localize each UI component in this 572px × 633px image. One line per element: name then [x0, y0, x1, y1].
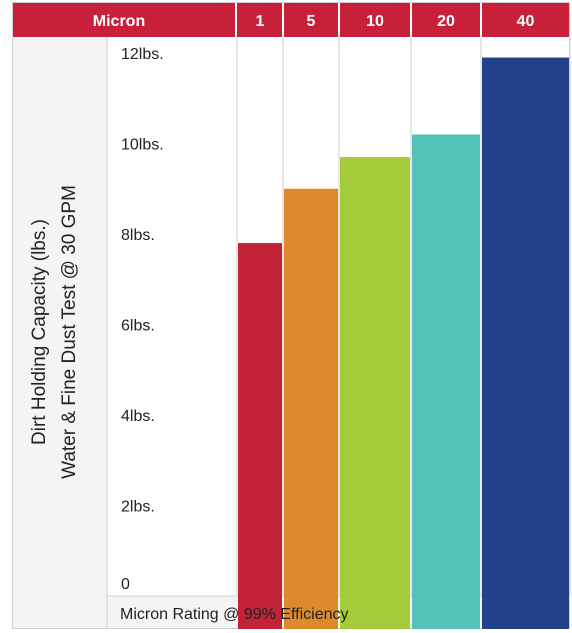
header-column-label: 40 [517, 13, 535, 30]
header-column-label: 1 [256, 13, 265, 30]
x-axis-label: Micron Rating @ 99% Efficiency [120, 606, 348, 623]
chart-svg: Micron 1 5 10 20 40 0 2lbs. 4lbs. 6lbs. 8lbs. 10l… [12, 2, 571, 629]
micron-chart: Micron 1 5 10 20 40 0 2lbs. 4lbs. 6lbs. 8lbs. 10l… [12, 2, 571, 629]
y-axis-label-line-2: Water & Fine Dust Test @ 30 GPM [59, 185, 80, 479]
bar-10 [340, 157, 410, 629]
header-column-label: 10 [366, 13, 384, 30]
y-tick-label: 6lbs. [121, 318, 155, 335]
header-row [12, 2, 571, 37]
y-tick-label: 2lbs. [121, 499, 155, 516]
bar-40 [482, 57, 569, 629]
header-column-label: 20 [437, 13, 455, 30]
y-tick-labels: 0 2lbs. 4lbs. 6lbs. 8lbs. 10lbs. 12lbs. [121, 46, 164, 593]
y-axis-label-line-1: Dirt Holding Capacity (lbs.) [29, 219, 50, 445]
y-axis-panel [12, 37, 107, 629]
y-tick-label: 10lbs. [121, 137, 164, 154]
bar-1 [238, 243, 282, 629]
y-tick-label: 0 [121, 576, 130, 593]
y-axis-label-group: Dirt Holding Capacity (lbs.) Water & Fin… [29, 185, 80, 479]
bars [238, 57, 569, 629]
y-tick-label: 8lbs. [121, 227, 155, 244]
header-columns: 1 5 10 20 40 [235, 2, 571, 37]
bar-20 [412, 134, 480, 629]
header-column-label: 5 [307, 13, 316, 30]
bar-5 [284, 188, 338, 629]
y-tick-label: 4lbs. [121, 408, 155, 425]
y-tick-label: 12lbs. [121, 46, 164, 63]
header-title: Micron [93, 13, 145, 30]
